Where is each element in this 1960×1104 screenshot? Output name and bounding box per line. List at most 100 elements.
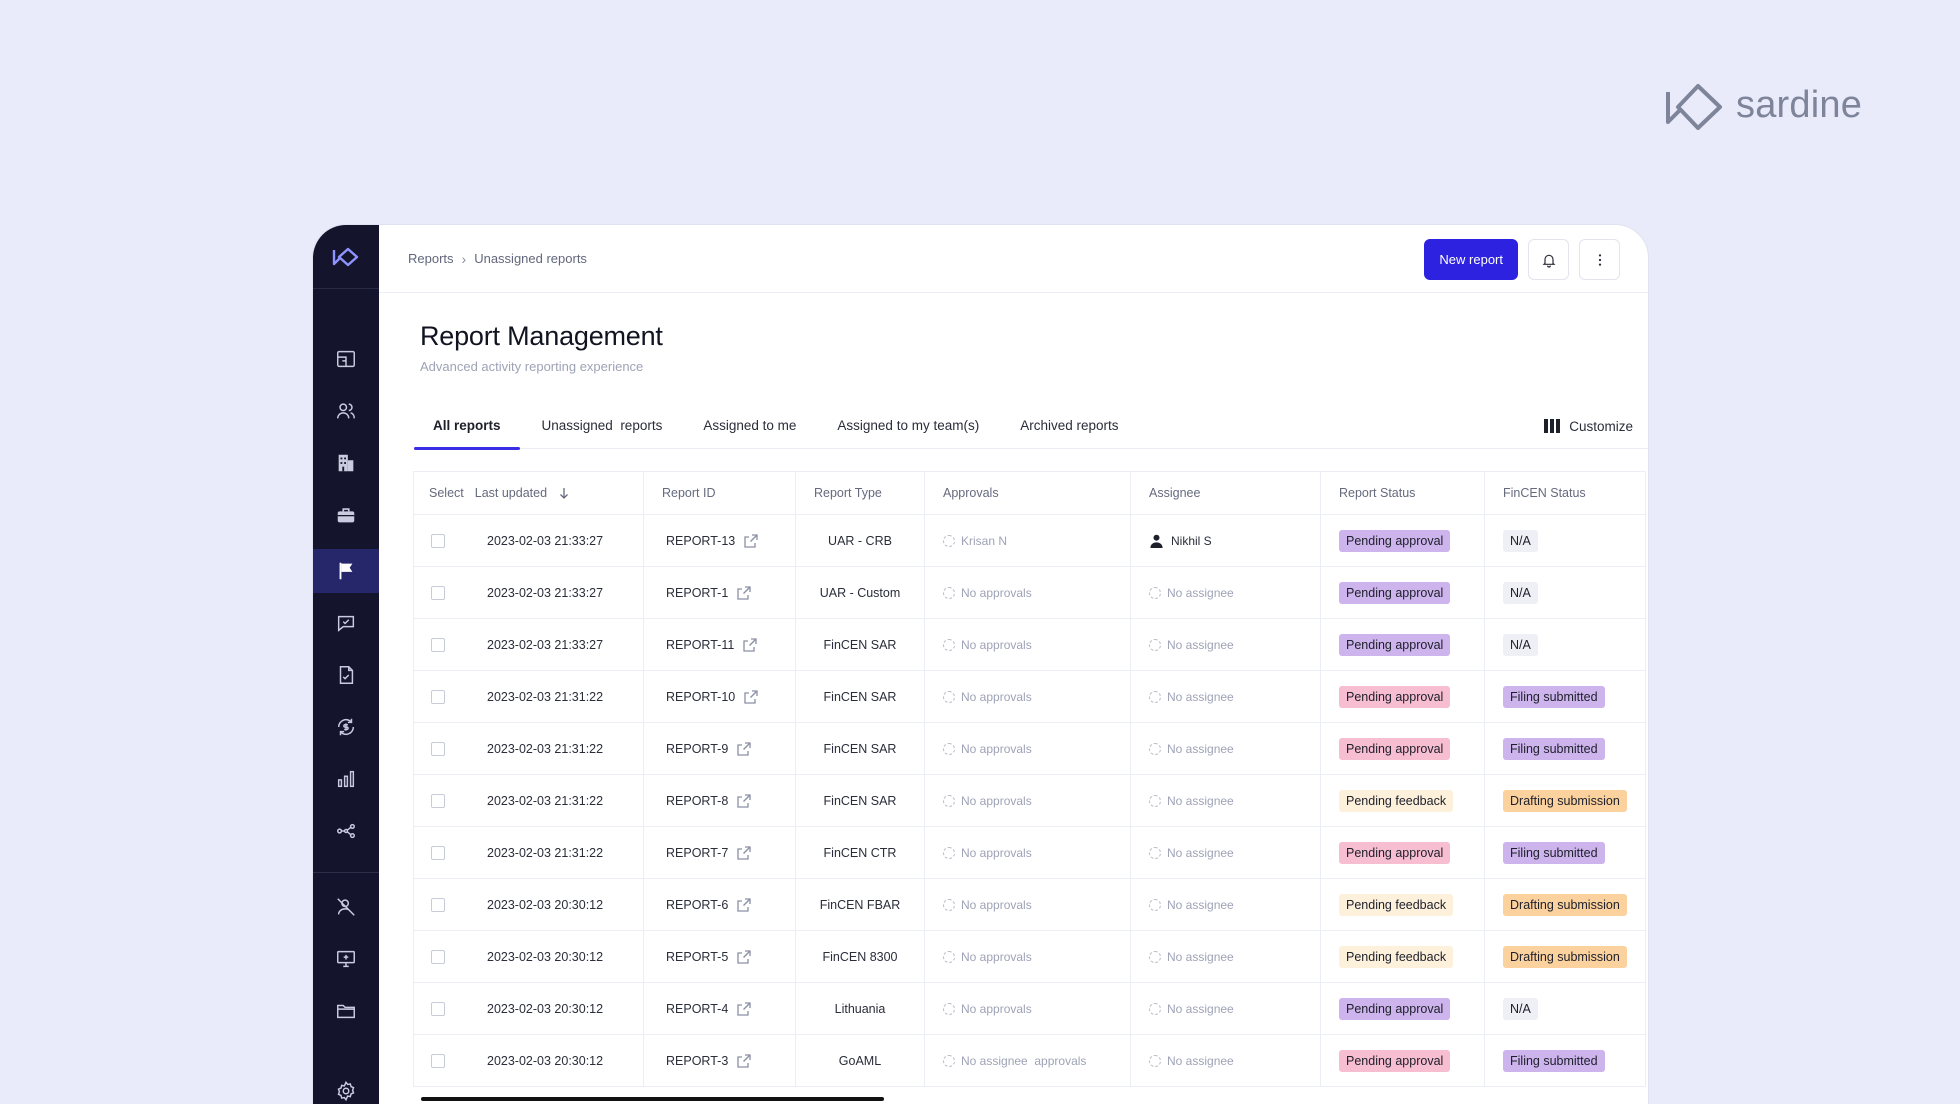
external-link-icon[interactable] [736, 845, 752, 861]
report-id[interactable]: REPORT-9 [666, 741, 729, 756]
report-id[interactable]: REPORT-7 [666, 845, 729, 860]
table-row-report-13[interactable]: 2023-02-03 21:33:27 REPORT-13 UAR - CRB … [413, 514, 1646, 567]
sidebar-item-files[interactable] [313, 989, 379, 1033]
table-row-report-4[interactable]: 2023-02-03 20:30:12 REPORT-4 Lithuania N… [413, 982, 1646, 1035]
row-checkbox[interactable] [431, 741, 445, 756]
row-checkbox[interactable] [431, 897, 445, 912]
sidebar-item-settings[interactable] [313, 1069, 379, 1104]
report-status-cell: Pending approval [1320, 618, 1485, 671]
fincen-status-cell: Drafting submission [1484, 774, 1646, 827]
report-id[interactable]: REPORT-13 [666, 533, 736, 548]
row-checkbox[interactable] [431, 689, 445, 704]
external-link-icon[interactable] [743, 689, 759, 705]
table-body: 2023-02-03 21:33:27 REPORT-13 UAR - CRB … [413, 514, 1646, 1087]
pending-circle-icon [943, 794, 955, 807]
sidebar-item-users[interactable] [313, 389, 379, 433]
report-id[interactable]: REPORT-10 [666, 689, 736, 704]
report-status-badge: Pending feedback [1339, 893, 1454, 916]
assignee-cell[interactable]: No assignee [1130, 878, 1321, 931]
external-link-icon[interactable] [736, 1053, 752, 1069]
external-link-icon[interactable] [736, 897, 752, 913]
tab-all-reports[interactable]: All reports [414, 413, 520, 450]
column-header-last-updated[interactable]: Last updated [474, 486, 548, 500]
app-logo[interactable] [313, 225, 379, 289]
table-row-report-8[interactable]: 2023-02-03 21:31:22 REPORT-8 FinCEN SAR … [413, 774, 1646, 827]
fincen-status-badge: N/A [1503, 997, 1538, 1020]
assignee-cell[interactable]: No assignee [1130, 618, 1321, 671]
report-id[interactable]: REPORT-8 [666, 793, 729, 808]
row-checkbox[interactable] [431, 845, 445, 860]
assignee-cell[interactable]: No assignee [1130, 1034, 1321, 1087]
assignee-cell[interactable]: No assignee [1130, 982, 1321, 1035]
tab-unassigned-reports[interactable]: Unassigned reports [541, 418, 663, 433]
table-row-report-5[interactable]: 2023-02-03 20:30:12 REPORT-5 FinCEN 8300… [413, 930, 1646, 983]
external-link-icon[interactable] [742, 637, 758, 653]
sidebar-item-businesses[interactable] [313, 441, 379, 485]
row-checkbox[interactable] [431, 1053, 445, 1068]
tab-archived-reports[interactable]: Archived reports [1020, 418, 1119, 433]
report-id[interactable]: REPORT-3 [666, 1053, 729, 1068]
sidebar-item-user-management[interactable] [313, 885, 379, 929]
customize-button[interactable]: Customize [1544, 413, 1633, 439]
last-updated: 2023-02-03 21:33:27 [487, 533, 604, 548]
row-checkbox[interactable] [431, 949, 445, 964]
assignee-cell[interactable]: No assignee [1130, 566, 1321, 619]
report-id[interactable]: REPORT-5 [666, 949, 729, 964]
row-checkbox[interactable] [431, 637, 445, 652]
top-actions: New report [1424, 239, 1620, 280]
sidebar-item-transactions[interactable] [313, 705, 379, 749]
table-row-report-6[interactable]: 2023-02-03 20:30:12 REPORT-6 FinCEN FBAR… [413, 878, 1646, 931]
row-checkbox[interactable] [431, 1001, 445, 1016]
external-link-icon[interactable] [736, 1001, 752, 1017]
report-id[interactable]: REPORT-4 [666, 1001, 729, 1016]
external-link-icon[interactable] [743, 533, 759, 549]
assignee-cell[interactable]: No assignee [1130, 722, 1321, 775]
table-row-report-1[interactable]: 2023-02-03 21:33:27 REPORT-1 UAR - Custo… [413, 566, 1646, 619]
external-link-icon[interactable] [736, 741, 752, 757]
new-report-button[interactable]: New report [1424, 239, 1518, 280]
assignee-cell[interactable]: No assignee [1130, 930, 1321, 983]
horizontal-scrollbar[interactable] [421, 1097, 884, 1101]
sidebar-item-reviews[interactable] [313, 601, 379, 645]
assignee-cell[interactable]: No assignee [1130, 826, 1321, 879]
table-row-report-9[interactable]: 2023-02-03 21:31:22 REPORT-9 FinCEN SAR … [413, 722, 1646, 775]
table-row-report-7[interactable]: 2023-02-03 21:31:22 REPORT-7 FinCEN CTR … [413, 826, 1646, 879]
report-id[interactable]: REPORT-1 [666, 585, 729, 600]
sidebar-item-analytics[interactable] [313, 757, 379, 801]
column-header-assignee: Assignee [1130, 471, 1321, 515]
table-row-report-3[interactable]: 2023-02-03 20:30:12 REPORT-3 GoAML No as… [413, 1034, 1646, 1087]
sidebar-item-monitoring[interactable] [313, 937, 379, 981]
approvals: Krisan N [943, 534, 1112, 548]
sidebar-item-dashboard[interactable] [313, 337, 379, 381]
report-type: FinCEN CTR [795, 826, 925, 879]
fincen-status-cell: Filing submitted [1484, 1034, 1646, 1087]
assignee-cell[interactable]: No assignee [1130, 670, 1321, 723]
report-type: FinCEN SAR [795, 670, 925, 723]
row-checkbox[interactable] [431, 585, 445, 600]
table-row-report-11[interactable]: 2023-02-03 21:33:27 REPORT-11 FinCEN SAR… [413, 618, 1646, 671]
external-link-icon[interactable] [736, 793, 752, 809]
row-checkbox[interactable] [431, 793, 445, 808]
more-options-button[interactable] [1579, 239, 1620, 280]
sort-desc-icon[interactable] [558, 487, 570, 499]
report-id[interactable]: REPORT-11 [666, 637, 735, 652]
external-link-icon[interactable] [736, 949, 752, 965]
external-link-icon[interactable] [736, 585, 752, 601]
sidebar-item-network[interactable] [313, 809, 379, 853]
table-header-row: Select Last updated Report ID Report Typ… [413, 471, 1646, 515]
row-checkbox[interactable] [431, 533, 445, 548]
tab-assigned-to-my-teams[interactable]: Assigned to my team(s) [837, 418, 980, 433]
sidebar-item-documents[interactable] [313, 653, 379, 697]
breadcrumb-current: Unassigned reports [474, 251, 587, 266]
sidebar-item-cases[interactable] [313, 493, 379, 537]
table-row-report-10[interactable]: 2023-02-03 21:31:22 REPORT-10 FinCEN SAR… [413, 670, 1646, 723]
notifications-button[interactable] [1528, 239, 1569, 280]
assignee-cell[interactable]: Nikhil S [1130, 514, 1321, 567]
breadcrumb-reports[interactable]: Reports [408, 251, 454, 266]
sidebar-item-reports[interactable] [313, 549, 379, 593]
report-id[interactable]: REPORT-6 [666, 897, 729, 912]
tab-assigned-to-me[interactable]: Assigned to me [703, 418, 797, 433]
assignee-cell[interactable]: No assignee [1130, 774, 1321, 827]
column-header-report-id: Report ID [643, 471, 796, 515]
main-content: Reports › Unassigned reports New report … [379, 225, 1648, 1104]
